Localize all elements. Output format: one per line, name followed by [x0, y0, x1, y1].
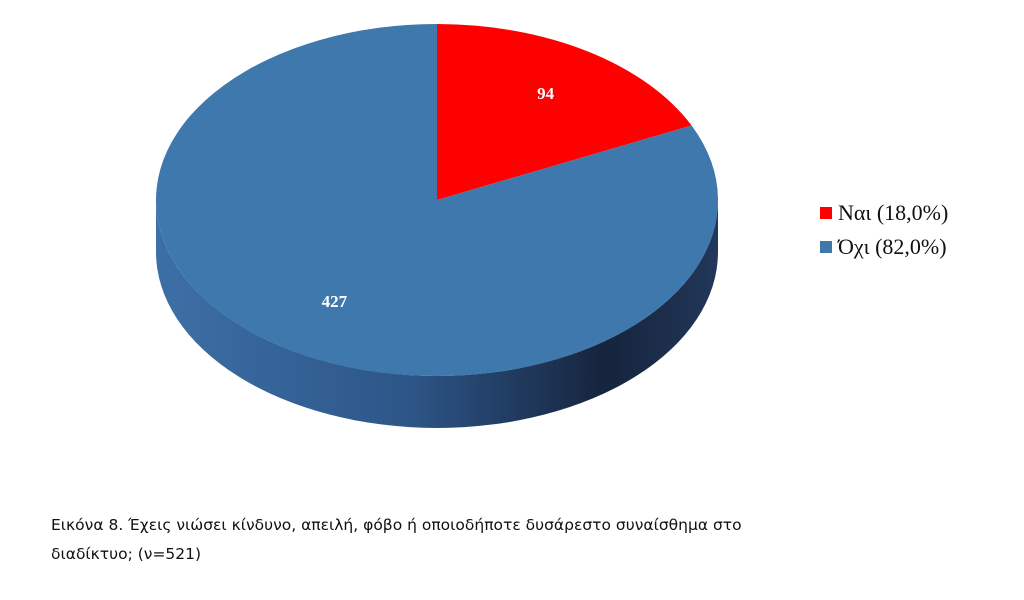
figure-caption: Εικόνα 8. Έχεις νιώσει κίνδυνο, απειλή, …: [51, 516, 742, 563]
legend-swatch-blue: [820, 241, 832, 253]
data-label-oxi: 427: [322, 292, 348, 311]
legend-label: Όχι (82,0%): [838, 234, 947, 259]
legend-swatch-red: [820, 207, 832, 219]
legend-item-nai: Ναι (18,0%): [820, 196, 948, 230]
legend-label: Ναι (18,0%): [838, 200, 949, 225]
pie-side: [156, 200, 718, 428]
data-label-nai: 94: [537, 84, 555, 103]
legend: Ναι (18,0%) Όχι (82,0%): [820, 196, 948, 264]
legend-item-oxi: Όχι (82,0%): [820, 230, 948, 264]
slice-oxi: [156, 24, 718, 376]
slice-nai: [437, 24, 692, 200]
